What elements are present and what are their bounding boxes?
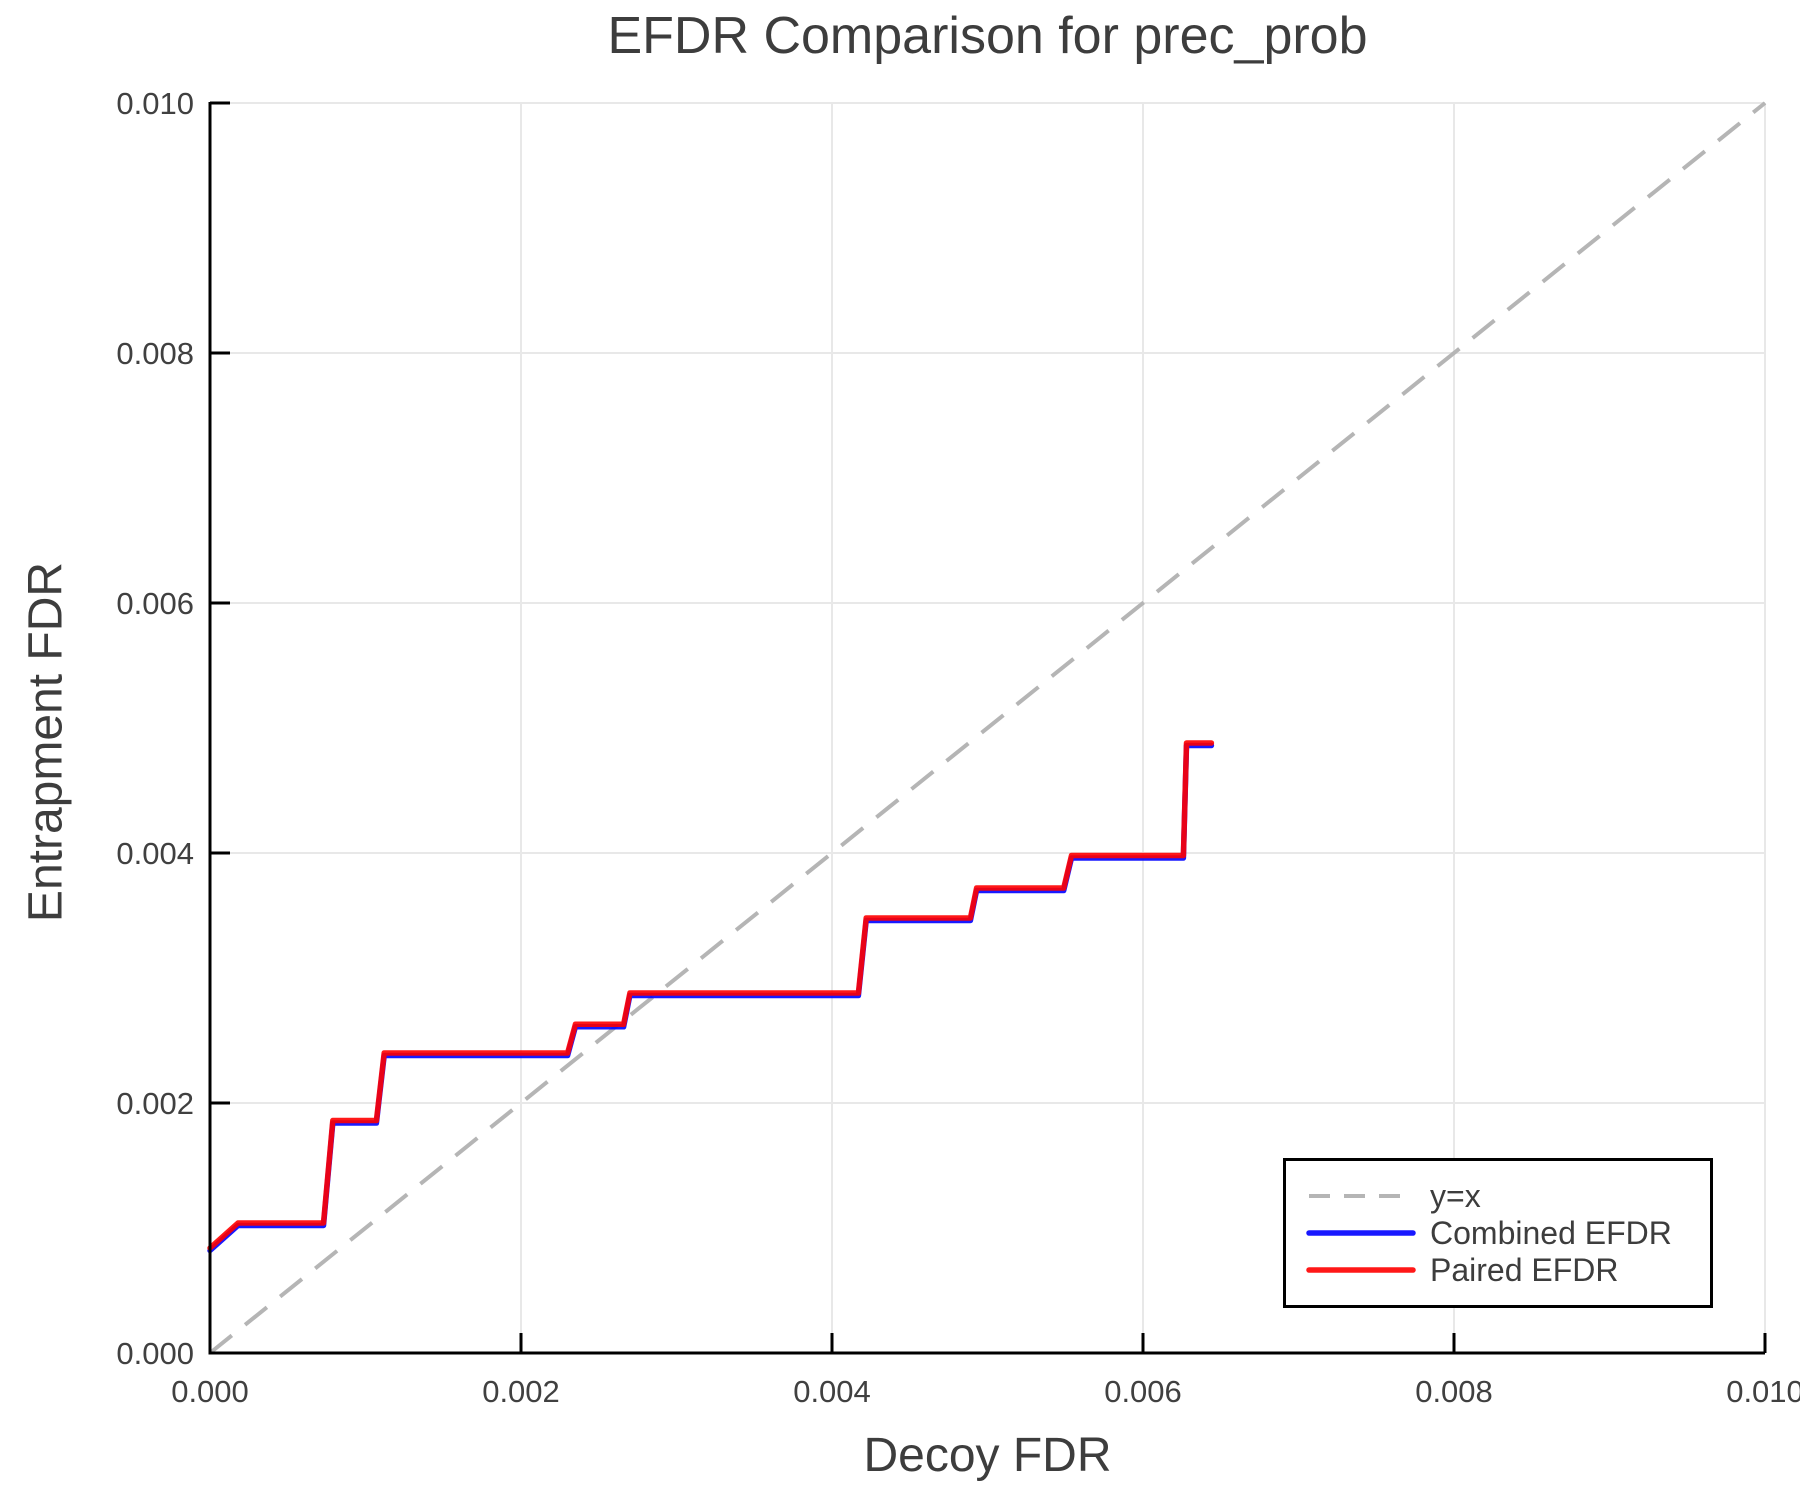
x-tick-label: 0.010 [1726,1374,1800,1409]
x-axis-label: Decoy FDR [863,1429,1112,1482]
y-tick-label: 0.010 [116,86,194,121]
legend-entry-y-x: y=x [1306,1178,1710,1215]
x-tick-label: 0.000 [171,1374,249,1409]
legend-entry-label: y=x [1430,1177,1481,1214]
x-tick-label: 0.006 [1104,1374,1182,1409]
x-tick-label: 0.004 [793,1374,871,1409]
legend-line-sample [1306,1230,1416,1236]
x-tick-label: 0.008 [1415,1374,1493,1409]
chart-title: EFDR Comparison for prec_prob [607,7,1368,65]
y-tick-label: 0.004 [116,836,194,871]
legend-line-sample [1309,1194,1413,1198]
legend-box: y=x Combined EFDR Paired EFDR [1283,1158,1713,1308]
x-tick-label: 0.002 [482,1374,560,1409]
y-tick-label: 0.008 [116,336,194,371]
y-tick-label: 0.006 [116,586,194,621]
series-combined-efdr [207,742,1215,1254]
y-tick-label: 0.000 [116,1336,194,1371]
legend-entry-combined-efdr: Combined EFDR [1306,1215,1710,1252]
y-tick-label: 0.002 [116,1086,194,1121]
legend-line-sample [1306,1267,1416,1273]
legend-entry-paired-efdr: Paired EFDR [1306,1252,1710,1289]
legend-entry-label: Combined EFDR [1430,1214,1672,1251]
legend-entry-label: Paired EFDR [1430,1251,1619,1288]
series-paired-efdr [207,740,1215,1251]
series-y-x [208,101,1767,1355]
